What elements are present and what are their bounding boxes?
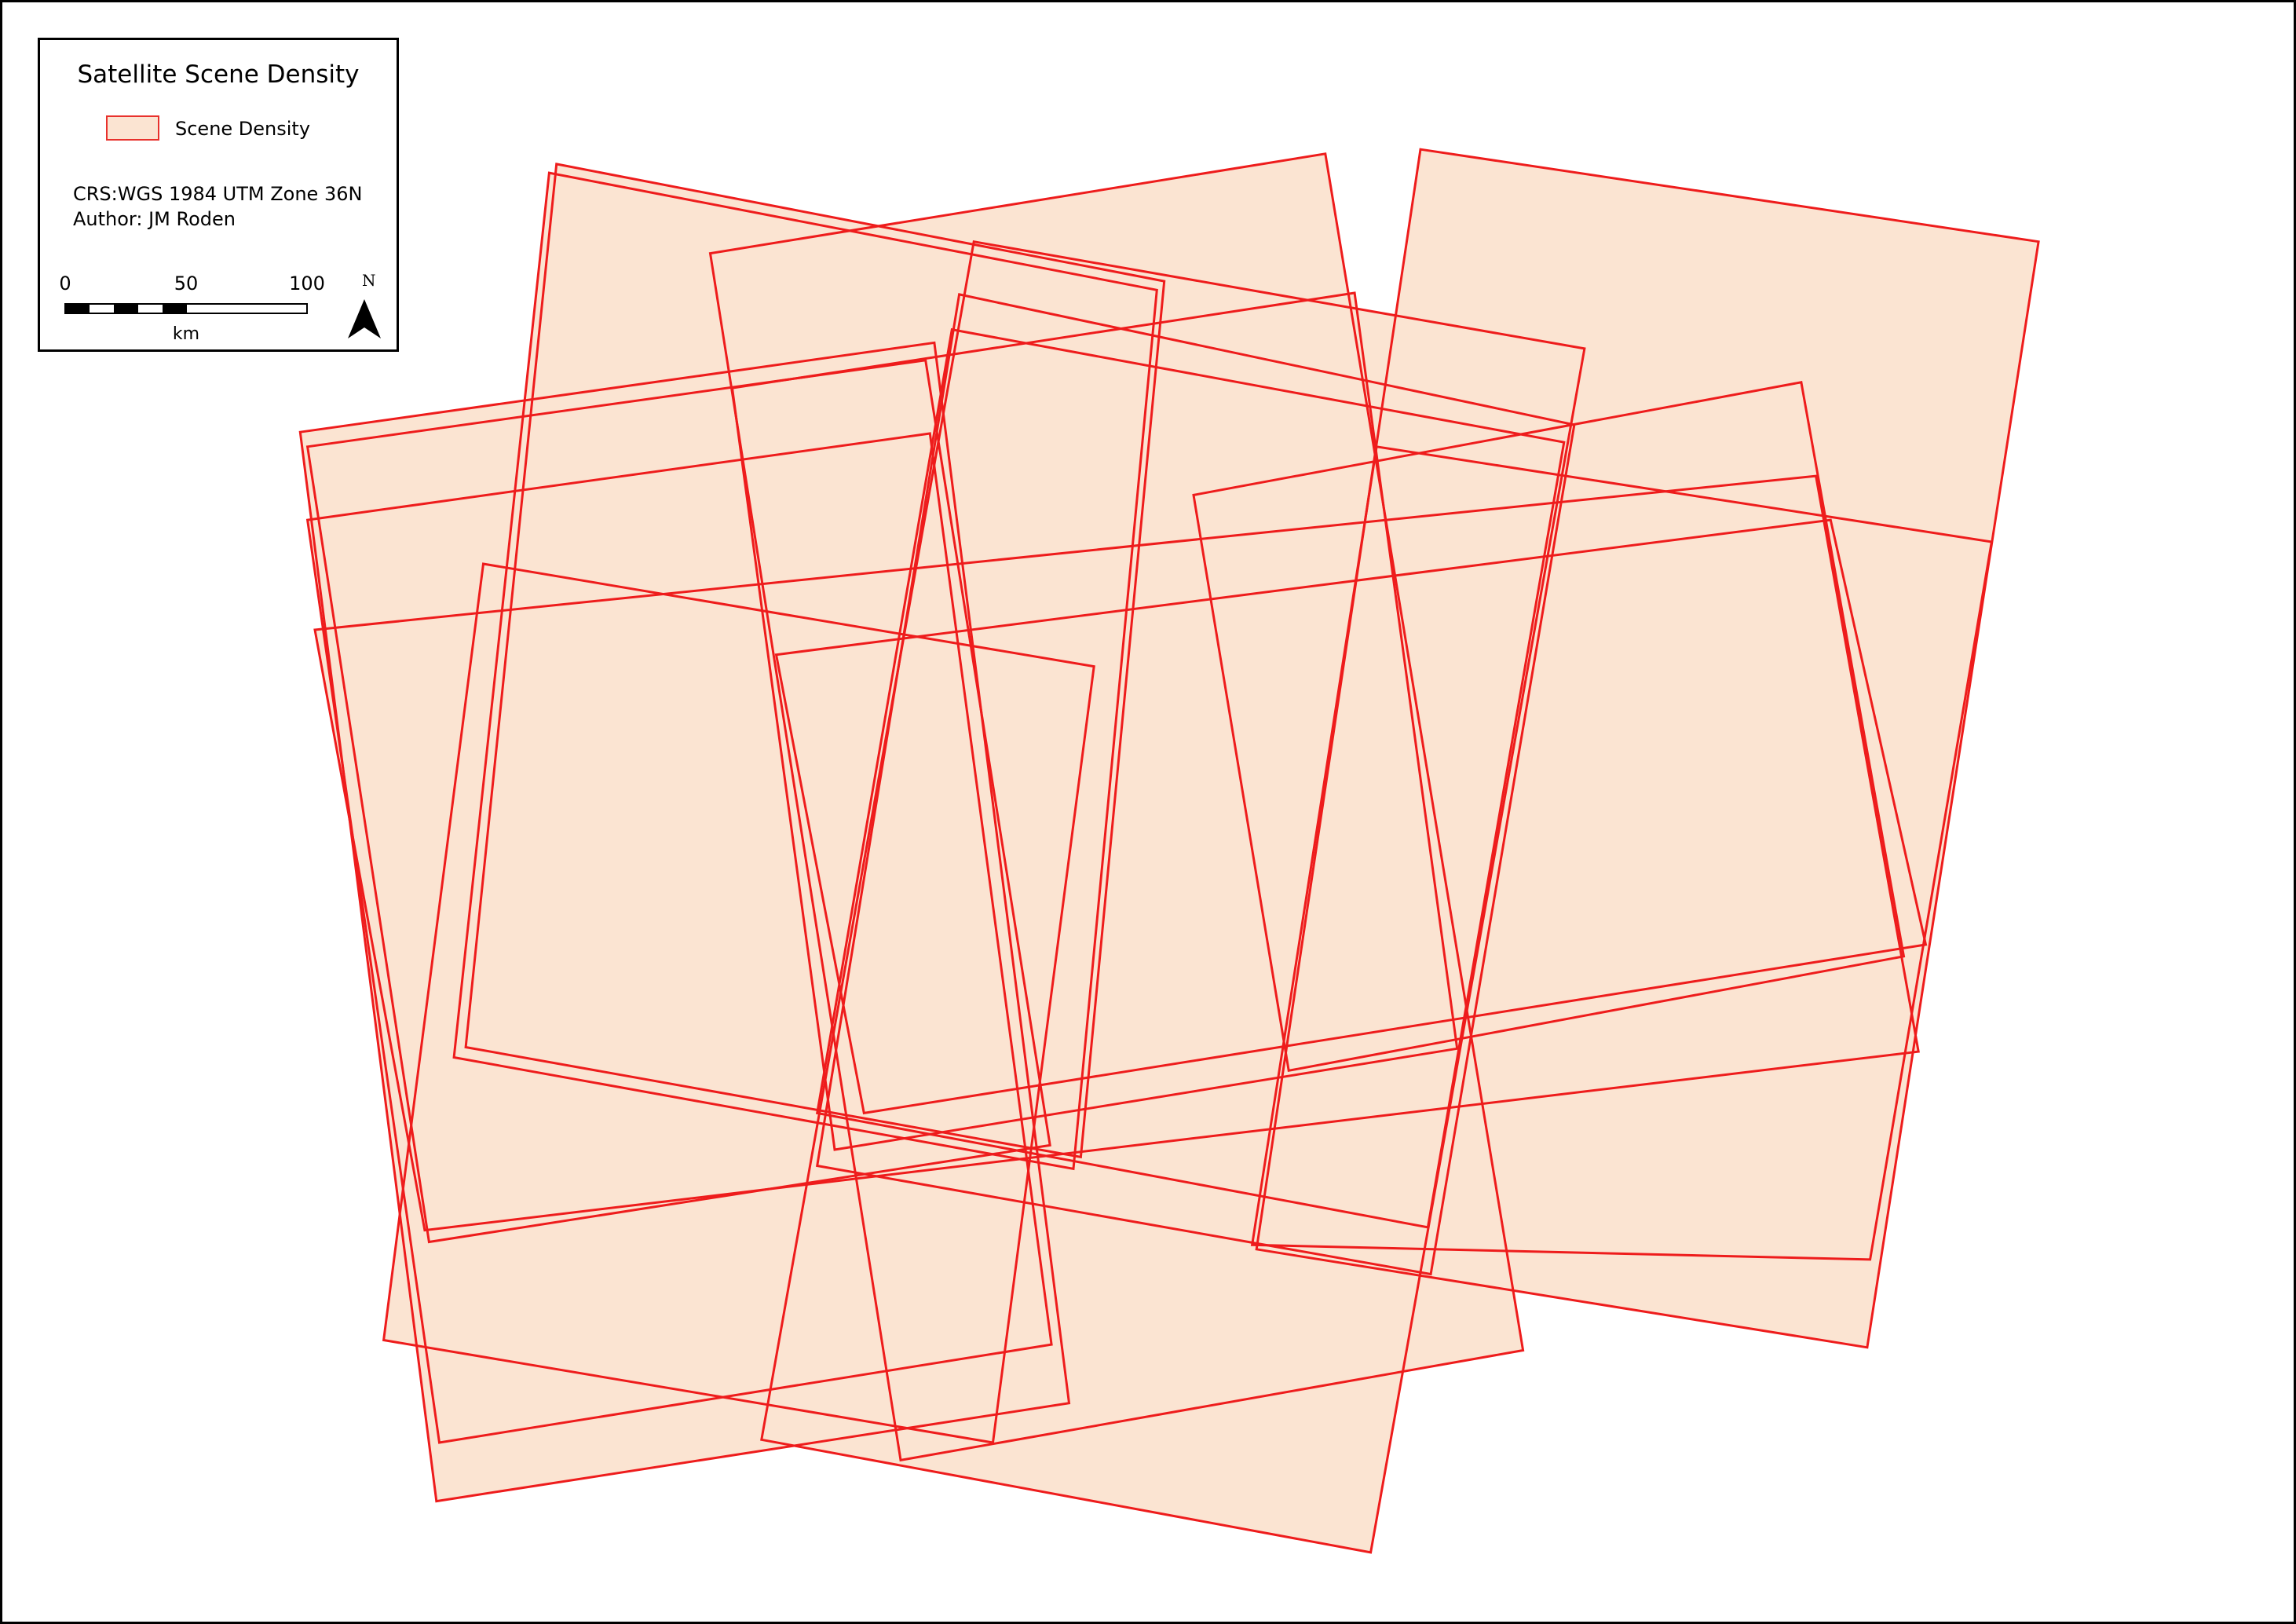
scene-footprint xyxy=(464,163,1166,1159)
scene-footprint xyxy=(1192,381,1906,1073)
scene-footprint xyxy=(305,359,1051,1244)
north-label: N xyxy=(362,271,376,290)
legend-swatch xyxy=(106,115,159,141)
scene-footprint xyxy=(760,240,1586,1554)
scale-tick-100: 100 xyxy=(289,272,325,294)
legend-item-label: Scene Density xyxy=(175,118,311,140)
scene-footprint xyxy=(774,518,1928,1115)
scale-tick-50: 50 xyxy=(174,272,199,294)
north-arrow-icon xyxy=(348,299,381,338)
crs-text: CRS:WGS 1984 UTM Zone 36N xyxy=(73,183,363,205)
scene-footprint xyxy=(452,171,1158,1171)
scene-footprint xyxy=(815,293,1576,1276)
scale-bar xyxy=(64,299,381,338)
author-text: Author: JM Roden xyxy=(73,208,236,230)
scene-footprint xyxy=(730,291,1459,1151)
scene-footprint xyxy=(382,562,1095,1444)
legend-box: Satellite Scene Density Scene Density CR… xyxy=(38,38,399,352)
scene-footprint xyxy=(305,432,1053,1444)
scene-footprints xyxy=(298,148,2040,1554)
scene-footprint xyxy=(1255,148,2040,1349)
legend-title: Satellite Scene Density xyxy=(77,60,360,89)
scene-footprint xyxy=(708,152,1525,1462)
scene-footprint-fill xyxy=(776,520,1926,1114)
scene-footprint xyxy=(298,341,1071,1503)
scene-footprint xyxy=(313,474,1920,1232)
scale-unit: km xyxy=(172,324,200,344)
scene-footprint xyxy=(1250,445,1994,1261)
scale-tick-0: 0 xyxy=(59,272,71,294)
scene-footprint xyxy=(815,327,1566,1229)
